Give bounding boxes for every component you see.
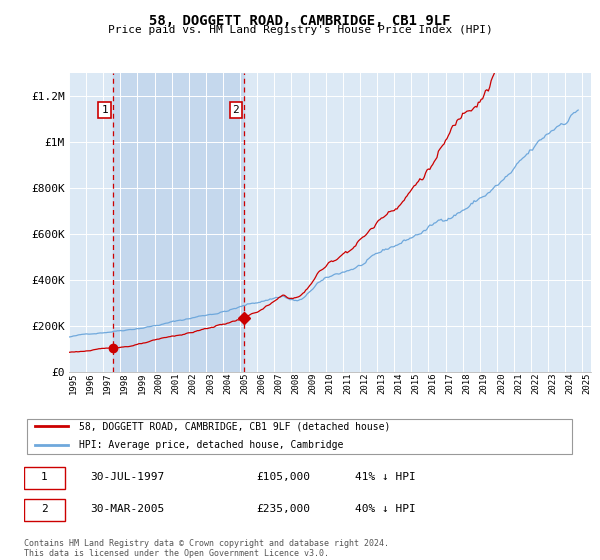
Text: HPI: Average price, detached house, Cambridge: HPI: Average price, detached house, Camb… (79, 440, 344, 450)
Text: 2017: 2017 (446, 372, 455, 394)
Text: 2015: 2015 (411, 372, 420, 394)
Text: 2025: 2025 (583, 372, 592, 394)
Text: 40% ↓ HPI: 40% ↓ HPI (355, 504, 416, 514)
Text: 2003: 2003 (206, 372, 215, 394)
Text: 2010: 2010 (326, 372, 335, 394)
Text: 1999: 1999 (137, 372, 146, 394)
Text: 1: 1 (41, 472, 48, 482)
Text: 2008: 2008 (292, 372, 301, 394)
Text: 1995: 1995 (69, 372, 78, 394)
Text: £105,000: £105,000 (256, 472, 310, 482)
FancyBboxPatch shape (24, 498, 65, 521)
Bar (113, 73, 244, 372)
Text: 2016: 2016 (428, 372, 437, 394)
Text: Price paid vs. HM Land Registry's House Price Index (HPI): Price paid vs. HM Land Registry's House … (107, 25, 493, 35)
Text: 2004: 2004 (223, 372, 232, 394)
Text: 2021: 2021 (514, 372, 523, 394)
Text: 2000: 2000 (155, 372, 164, 394)
Text: 2: 2 (232, 105, 239, 115)
Text: 30-MAR-2005: 30-MAR-2005 (90, 504, 164, 514)
Text: 2001: 2001 (172, 372, 181, 394)
Text: £235,000: £235,000 (256, 504, 310, 514)
Text: 2018: 2018 (463, 372, 472, 394)
Text: Contains HM Land Registry data © Crown copyright and database right 2024.
This d: Contains HM Land Registry data © Crown c… (24, 539, 389, 558)
FancyBboxPatch shape (24, 467, 65, 489)
Text: 30-JUL-1997: 30-JUL-1997 (90, 472, 164, 482)
FancyBboxPatch shape (27, 419, 572, 454)
Text: 2013: 2013 (377, 372, 386, 394)
Text: 58, DOGGETT ROAD, CAMBRIDGE, CB1 9LF (detached house): 58, DOGGETT ROAD, CAMBRIDGE, CB1 9LF (de… (79, 421, 391, 431)
Text: 2009: 2009 (308, 372, 317, 394)
Text: 2006: 2006 (257, 372, 266, 394)
Text: 2002: 2002 (189, 372, 198, 394)
Text: 58, DOGGETT ROAD, CAMBRIDGE, CB1 9LF: 58, DOGGETT ROAD, CAMBRIDGE, CB1 9LF (149, 14, 451, 28)
Text: 2014: 2014 (394, 372, 403, 394)
Text: 2007: 2007 (274, 372, 283, 394)
Text: 1997: 1997 (103, 372, 112, 394)
Text: 41% ↓ HPI: 41% ↓ HPI (355, 472, 416, 482)
Text: 1996: 1996 (86, 372, 95, 394)
Text: 2022: 2022 (531, 372, 540, 394)
Text: 2020: 2020 (497, 372, 506, 394)
Text: 2: 2 (41, 504, 48, 514)
Text: 1998: 1998 (121, 372, 130, 394)
Text: 2019: 2019 (480, 372, 489, 394)
Text: 2005: 2005 (240, 372, 249, 394)
Text: 2012: 2012 (360, 372, 369, 394)
Text: 2011: 2011 (343, 372, 352, 394)
Text: 2023: 2023 (548, 372, 557, 394)
Text: 2024: 2024 (565, 372, 574, 394)
Text: 1: 1 (101, 105, 108, 115)
